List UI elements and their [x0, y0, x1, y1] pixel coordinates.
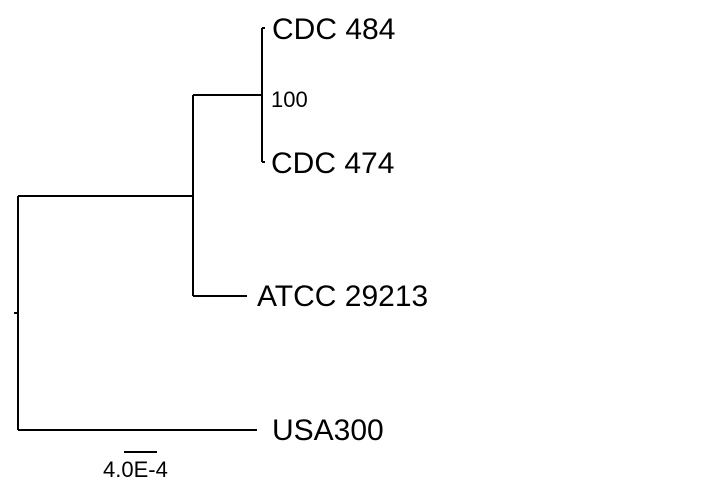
- leaf-label-atcc29213: ATCC 29213: [257, 280, 428, 313]
- leaf-label-usa300: USA300: [272, 414, 384, 447]
- scale-bar-label: 4.0E-4: [103, 457, 168, 482]
- leaf-label-cdc474: CDC 474: [271, 147, 394, 180]
- leaf-label-cdc484: CDC 484: [272, 13, 395, 46]
- bootstrap-value-label: 100: [271, 87, 308, 112]
